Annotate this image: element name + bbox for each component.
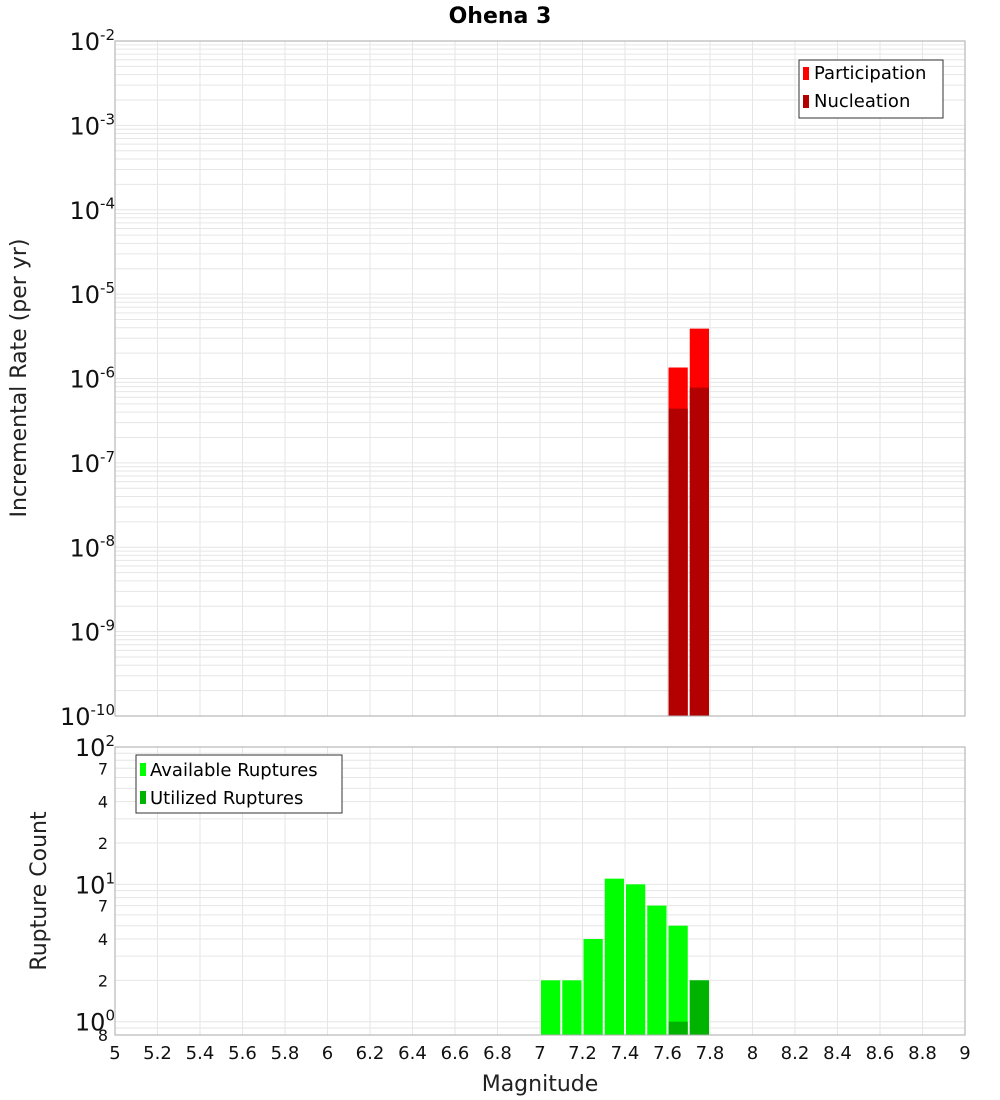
x-tick-label: 7.6 bbox=[653, 1043, 682, 1064]
x-tick-label: 6 bbox=[322, 1043, 333, 1064]
rate-y-ticks: 10-2 10-3 10-4 10-5 10-6 10-7 10-8 10-9 10-10 bbox=[60, 26, 115, 731]
count-panel: 102 101 100 7 4 2 7 4 2 8 Rupture Count Available… bbox=[27, 732, 966, 1045]
count-y-minor-tick-label: 7 bbox=[98, 897, 108, 916]
available-ruptures-bar bbox=[562, 980, 582, 1035]
rate-bars bbox=[668, 328, 709, 716]
count-legend: Available Ruptures Utilized Ruptures bbox=[135, 754, 343, 814]
rate-y-tick-label: 10-5 bbox=[69, 279, 115, 309]
count-legend-box bbox=[135, 754, 343, 814]
chart-title: Ohena 3 bbox=[449, 4, 552, 29]
available-ruptures-bar bbox=[541, 980, 561, 1035]
count-y-minor-tick-label: 2 bbox=[98, 971, 108, 990]
x-tick-label: 5.6 bbox=[228, 1043, 257, 1064]
rate-y-tick-label: 10-2 bbox=[69, 26, 115, 56]
available-ruptures-bar bbox=[604, 878, 624, 1035]
count-y-tick-label: 101 bbox=[75, 869, 115, 899]
available-ruptures-bar bbox=[647, 905, 667, 1035]
count-plot-frame bbox=[114, 746, 966, 1036]
nucleation-legend-label: Nucleation bbox=[814, 91, 910, 112]
x-tick-label: 8.6 bbox=[866, 1043, 895, 1064]
x-tick-label: 5.8 bbox=[271, 1043, 300, 1064]
rate-y-tick-label: 10-6 bbox=[69, 363, 115, 393]
count-y-tick-label: 100 bbox=[75, 1007, 115, 1037]
utilized-ruptures-bar bbox=[668, 1021, 688, 1035]
available-ruptures-bar bbox=[626, 884, 646, 1035]
available-ruptures-bar bbox=[583, 939, 603, 1035]
nucleation-legend-swatch bbox=[803, 95, 809, 108]
utilized-legend-swatch bbox=[140, 791, 146, 804]
participation-legend-label: Participation bbox=[814, 63, 926, 84]
x-tick-label: 5.2 bbox=[143, 1043, 172, 1064]
rate-y-tick-label: 10-3 bbox=[69, 110, 115, 140]
x-tick-label: 7.8 bbox=[696, 1043, 725, 1064]
x-tick-label: 8 bbox=[747, 1043, 758, 1064]
count-y-ticks: 102 101 100 7 4 2 7 4 2 8 bbox=[75, 732, 115, 1045]
count-y-tick-label: 102 bbox=[75, 732, 115, 762]
x-tick-label: 8.8 bbox=[908, 1043, 937, 1064]
count-y-minor-tick-label: 8 bbox=[98, 1026, 108, 1045]
available-legend-swatch bbox=[140, 763, 146, 776]
x-tick-label: 6.6 bbox=[441, 1043, 470, 1064]
utilized-ruptures-bar bbox=[689, 980, 709, 1035]
x-tick-label: 6.8 bbox=[483, 1043, 512, 1064]
nucleation-bar bbox=[689, 387, 709, 716]
participation-legend-swatch bbox=[803, 67, 809, 80]
x-tick-label: 8.2 bbox=[781, 1043, 810, 1064]
available-legend-label: Available Ruptures bbox=[150, 760, 318, 781]
rate-legend-box bbox=[798, 59, 944, 119]
rate-y-tick-label: 10-9 bbox=[69, 617, 115, 647]
count-y-axis-label: Rupture Count bbox=[27, 811, 52, 971]
x-tick-labels: 5 5.2 5.4 5.6 5.8 6 6.2 6.4 6.6 6.8 7 7.2 7.4 7.6 7.8 8… bbox=[109, 1043, 970, 1064]
x-tick-label: 8.4 bbox=[823, 1043, 852, 1064]
nucleation-bar bbox=[668, 408, 688, 716]
x-tick-label: 6.2 bbox=[356, 1043, 385, 1064]
rate-legend: Participation Nucleation bbox=[798, 59, 944, 119]
rate-y-axis-label: Incremental Rate (per yr) bbox=[7, 239, 32, 518]
x-tick-label: 7.4 bbox=[611, 1043, 640, 1064]
rate-y-tick-label: 10-7 bbox=[69, 448, 115, 478]
available-ruptures-bar bbox=[668, 925, 688, 1035]
x-axis-label: Magnitude bbox=[482, 1072, 599, 1097]
rate-y-tick-label: 10-8 bbox=[69, 532, 115, 562]
x-tick-label: 5 bbox=[109, 1043, 120, 1064]
x-tick-label: 7 bbox=[534, 1043, 545, 1064]
rate-y-tick-label: 10-10 bbox=[60, 701, 115, 731]
rate-y-tick-label: 10-4 bbox=[69, 195, 115, 225]
count-y-minor-tick-label: 4 bbox=[98, 793, 108, 812]
count-y-minor-tick-label: 7 bbox=[98, 759, 108, 778]
x-tick-label: 5.4 bbox=[186, 1043, 215, 1064]
count-bars bbox=[541, 878, 709, 1035]
count-y-minor-tick-label: 4 bbox=[98, 930, 108, 949]
rate-plot-frame bbox=[114, 40, 966, 717]
x-tick-label: 7.2 bbox=[568, 1043, 597, 1064]
rate-panel: 10-2 10-3 10-4 10-5 10-6 10-7 10-8 10-9 10-10 In… bbox=[7, 26, 966, 731]
count-y-minor-tick-label: 2 bbox=[98, 834, 108, 853]
x-tick-label: 6.4 bbox=[398, 1043, 427, 1064]
rate-grid bbox=[114, 41, 966, 717]
x-tick-label: 9 bbox=[959, 1043, 970, 1064]
utilized-legend-label: Utilized Ruptures bbox=[150, 788, 303, 809]
